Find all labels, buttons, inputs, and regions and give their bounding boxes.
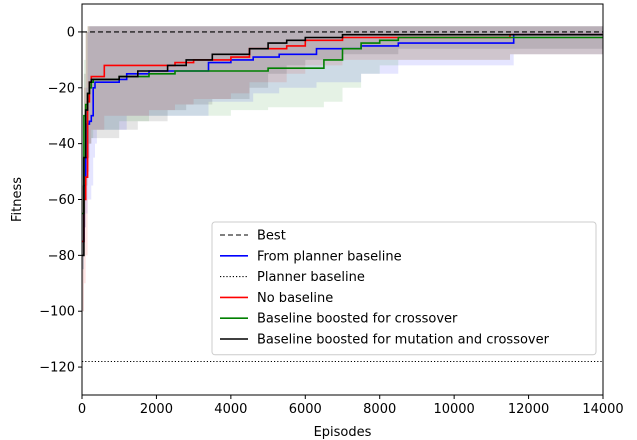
y-axis-label: Fitness [10,177,25,222]
legend-label-planner-baseline: Planner baseline [257,270,365,285]
y-tick-label: −120 [39,361,75,376]
x-axis-ticks: 0 2000 4000 6000 8000 10000 12000 14000 [78,395,624,417]
y-tick-label: −100 [39,305,75,320]
y-tick-label: −80 [48,249,75,264]
x-tick-label: 14000 [582,402,623,417]
x-tick-label: 4000 [214,402,247,417]
y-tick-label: −20 [48,81,75,96]
legend-label-best: Best [257,229,286,244]
legend-box [211,221,597,356]
band-baseline-boosted-for-crossover [82,26,603,270]
band-no-baseline [82,26,603,312]
x-tick-label: 10000 [433,402,474,417]
series-line-baseline-boosted-for-mutation-and-crossover [82,33,603,257]
x-tick-label: 8000 [363,402,396,417]
series-line-from-planner-baseline [82,33,603,243]
legend-label-no-baseline: No baseline [257,291,333,306]
y-tick-label: −40 [48,137,75,152]
y-tick-label: 0 [67,25,75,40]
legend: Best From planner baseline Planner baselin… [211,221,597,356]
x-tick-label: 12000 [508,402,549,417]
band-from-planner-baseline [82,26,603,270]
x-tick-label: 6000 [289,402,322,417]
legend-label-baseline-boosted-for-crossover: Baseline boosted for crossover [257,312,458,327]
legend-label-from-planner-baseline: From planner baseline [257,249,402,264]
y-axis-ticks: 0 −20 −40 −60 −80 −100 −120 [39,25,82,376]
x-tick-label: 2000 [140,402,173,417]
series-lines [82,31,603,363]
legend-label-baseline-boosted-for-mutation-and-crossover: Baseline boosted for mutation and crosso… [257,333,550,348]
band-baseline-boosted-for-mutation-and-crossover [82,26,603,312]
x-tick-label: 0 [78,402,86,417]
x-axis-label: Episodes [314,425,372,440]
confidence-bands [82,26,603,312]
y-tick-label: −60 [48,193,75,208]
